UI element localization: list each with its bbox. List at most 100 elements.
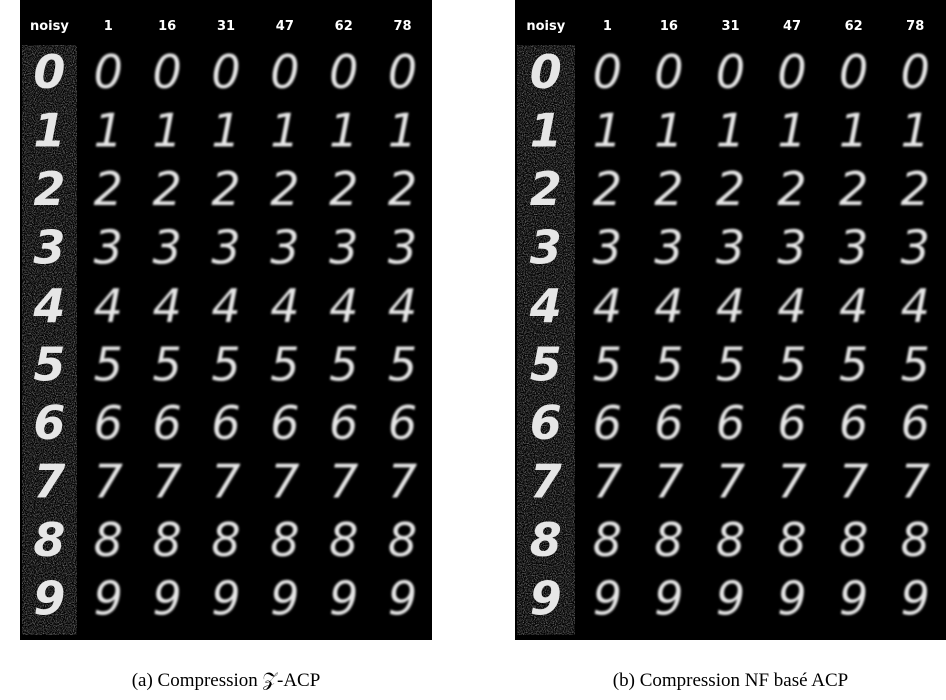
digit-image: 4 bbox=[716, 279, 745, 333]
digit-image: 1 bbox=[153, 104, 182, 158]
digit-image: 5 bbox=[94, 338, 123, 392]
digit-image: 0 bbox=[839, 45, 868, 99]
digit-image: 1 bbox=[839, 104, 868, 158]
digit-image: 7 bbox=[153, 455, 182, 509]
column-header: 16 bbox=[660, 19, 678, 34]
digit-image: 4 bbox=[901, 279, 930, 333]
digit-image: 3 bbox=[777, 221, 806, 275]
digit-image: 7 bbox=[33, 455, 65, 509]
digit-image: 7 bbox=[654, 455, 683, 509]
digit-image: 2 bbox=[530, 162, 562, 216]
digit-image: 0 bbox=[211, 45, 240, 99]
digit-image: 4 bbox=[211, 279, 240, 333]
digit-image: 4 bbox=[32, 279, 65, 333]
digit-image: 4 bbox=[777, 279, 806, 333]
column-header: 31 bbox=[217, 19, 235, 34]
digit-image: 3 bbox=[211, 221, 240, 275]
digit-image: 9 bbox=[777, 572, 806, 626]
digit-image: 5 bbox=[270, 338, 299, 392]
digit-image: 3 bbox=[329, 221, 358, 275]
digit-image: 0 bbox=[94, 45, 123, 99]
digit-image: 8 bbox=[329, 513, 358, 567]
digit-image: 6 bbox=[270, 396, 299, 450]
digit-image: 3 bbox=[270, 221, 299, 275]
digit-image: 0 bbox=[777, 45, 806, 99]
digit-image: 4 bbox=[654, 279, 683, 333]
digit-image: 9 bbox=[94, 572, 123, 626]
digit-image: 8 bbox=[530, 513, 562, 567]
digit-image: 7 bbox=[270, 455, 299, 509]
digit-image: 9 bbox=[901, 572, 930, 626]
digit-image: 1 bbox=[329, 104, 358, 158]
digit-image: 8 bbox=[94, 513, 123, 567]
caption: (a) Compression 𝒵-ACP bbox=[132, 670, 321, 691]
digit-image: 6 bbox=[593, 396, 622, 450]
digit-image: 2 bbox=[777, 162, 806, 216]
digit-image: 7 bbox=[329, 455, 358, 509]
column-header: noisy bbox=[526, 19, 565, 34]
digit-image: 8 bbox=[153, 513, 182, 567]
digit-image: 2 bbox=[153, 162, 182, 216]
digit-image: 1 bbox=[33, 104, 65, 158]
digit-image: 4 bbox=[529, 279, 562, 333]
digit-image: 6 bbox=[211, 396, 240, 450]
digit-image: 2 bbox=[716, 162, 745, 216]
column-header: 16 bbox=[158, 19, 176, 34]
panel: noisy01234567891012345678916012345678931… bbox=[515, 0, 946, 691]
digit-image: 5 bbox=[654, 338, 683, 392]
digit-image: 2 bbox=[901, 162, 930, 216]
column-header: 1 bbox=[104, 19, 113, 34]
digit-image: 7 bbox=[388, 455, 417, 509]
digit-image: 9 bbox=[530, 572, 562, 626]
digit-image: 0 bbox=[716, 45, 745, 99]
digit-image: 5 bbox=[153, 338, 182, 392]
digit-image: 8 bbox=[33, 513, 65, 567]
digit-image: 5 bbox=[329, 338, 358, 392]
digit-image: 1 bbox=[654, 104, 683, 158]
digit-image: 3 bbox=[901, 221, 930, 275]
digit-image: 3 bbox=[716, 221, 745, 275]
digit-image: 6 bbox=[839, 396, 868, 450]
digit-image: 9 bbox=[153, 572, 182, 626]
digit-image: 3 bbox=[654, 221, 683, 275]
digit-image: 7 bbox=[901, 455, 930, 509]
digit-image: 2 bbox=[211, 162, 240, 216]
digit-image: 2 bbox=[33, 162, 65, 216]
digit-image: 7 bbox=[211, 455, 240, 509]
digit-image: 9 bbox=[211, 572, 240, 626]
caption: (b) Compression NF basé ACP bbox=[613, 670, 848, 691]
digit-image: 3 bbox=[153, 221, 182, 275]
digit-image: 2 bbox=[94, 162, 123, 216]
digit-image: 5 bbox=[901, 338, 930, 392]
digit-image: 8 bbox=[211, 513, 240, 567]
digit-image: 4 bbox=[388, 279, 417, 333]
digit-image: 0 bbox=[153, 45, 182, 99]
digit-image: 5 bbox=[388, 338, 417, 392]
digit-image: 6 bbox=[329, 396, 358, 450]
digit-image: 9 bbox=[593, 572, 622, 626]
digit-image: 9 bbox=[654, 572, 683, 626]
digit-image: 8 bbox=[901, 513, 930, 567]
digit-image: 8 bbox=[388, 513, 417, 567]
digit-image: 8 bbox=[593, 513, 622, 567]
digit-image: 7 bbox=[593, 455, 622, 509]
digit-image: 9 bbox=[716, 572, 745, 626]
digit-image: 5 bbox=[777, 338, 806, 392]
digit-image: 0 bbox=[270, 45, 299, 99]
digit-image: 6 bbox=[654, 396, 683, 450]
digit-image: 1 bbox=[270, 104, 299, 158]
digit-image: 0 bbox=[329, 45, 358, 99]
column-header: 78 bbox=[906, 19, 924, 34]
digit-image: 7 bbox=[777, 455, 806, 509]
digit-image: 8 bbox=[270, 513, 299, 567]
digit-image: 1 bbox=[94, 104, 123, 158]
digit-image: 5 bbox=[33, 338, 65, 392]
digit-image: 2 bbox=[654, 162, 683, 216]
digit-image: 0 bbox=[33, 45, 65, 99]
digit-image: 4 bbox=[839, 279, 868, 333]
digit-image: 1 bbox=[901, 104, 930, 158]
digit-image: 6 bbox=[388, 396, 417, 450]
digit-image: 9 bbox=[329, 572, 358, 626]
digit-image: 5 bbox=[211, 338, 240, 392]
digit-image: 1 bbox=[593, 104, 622, 158]
